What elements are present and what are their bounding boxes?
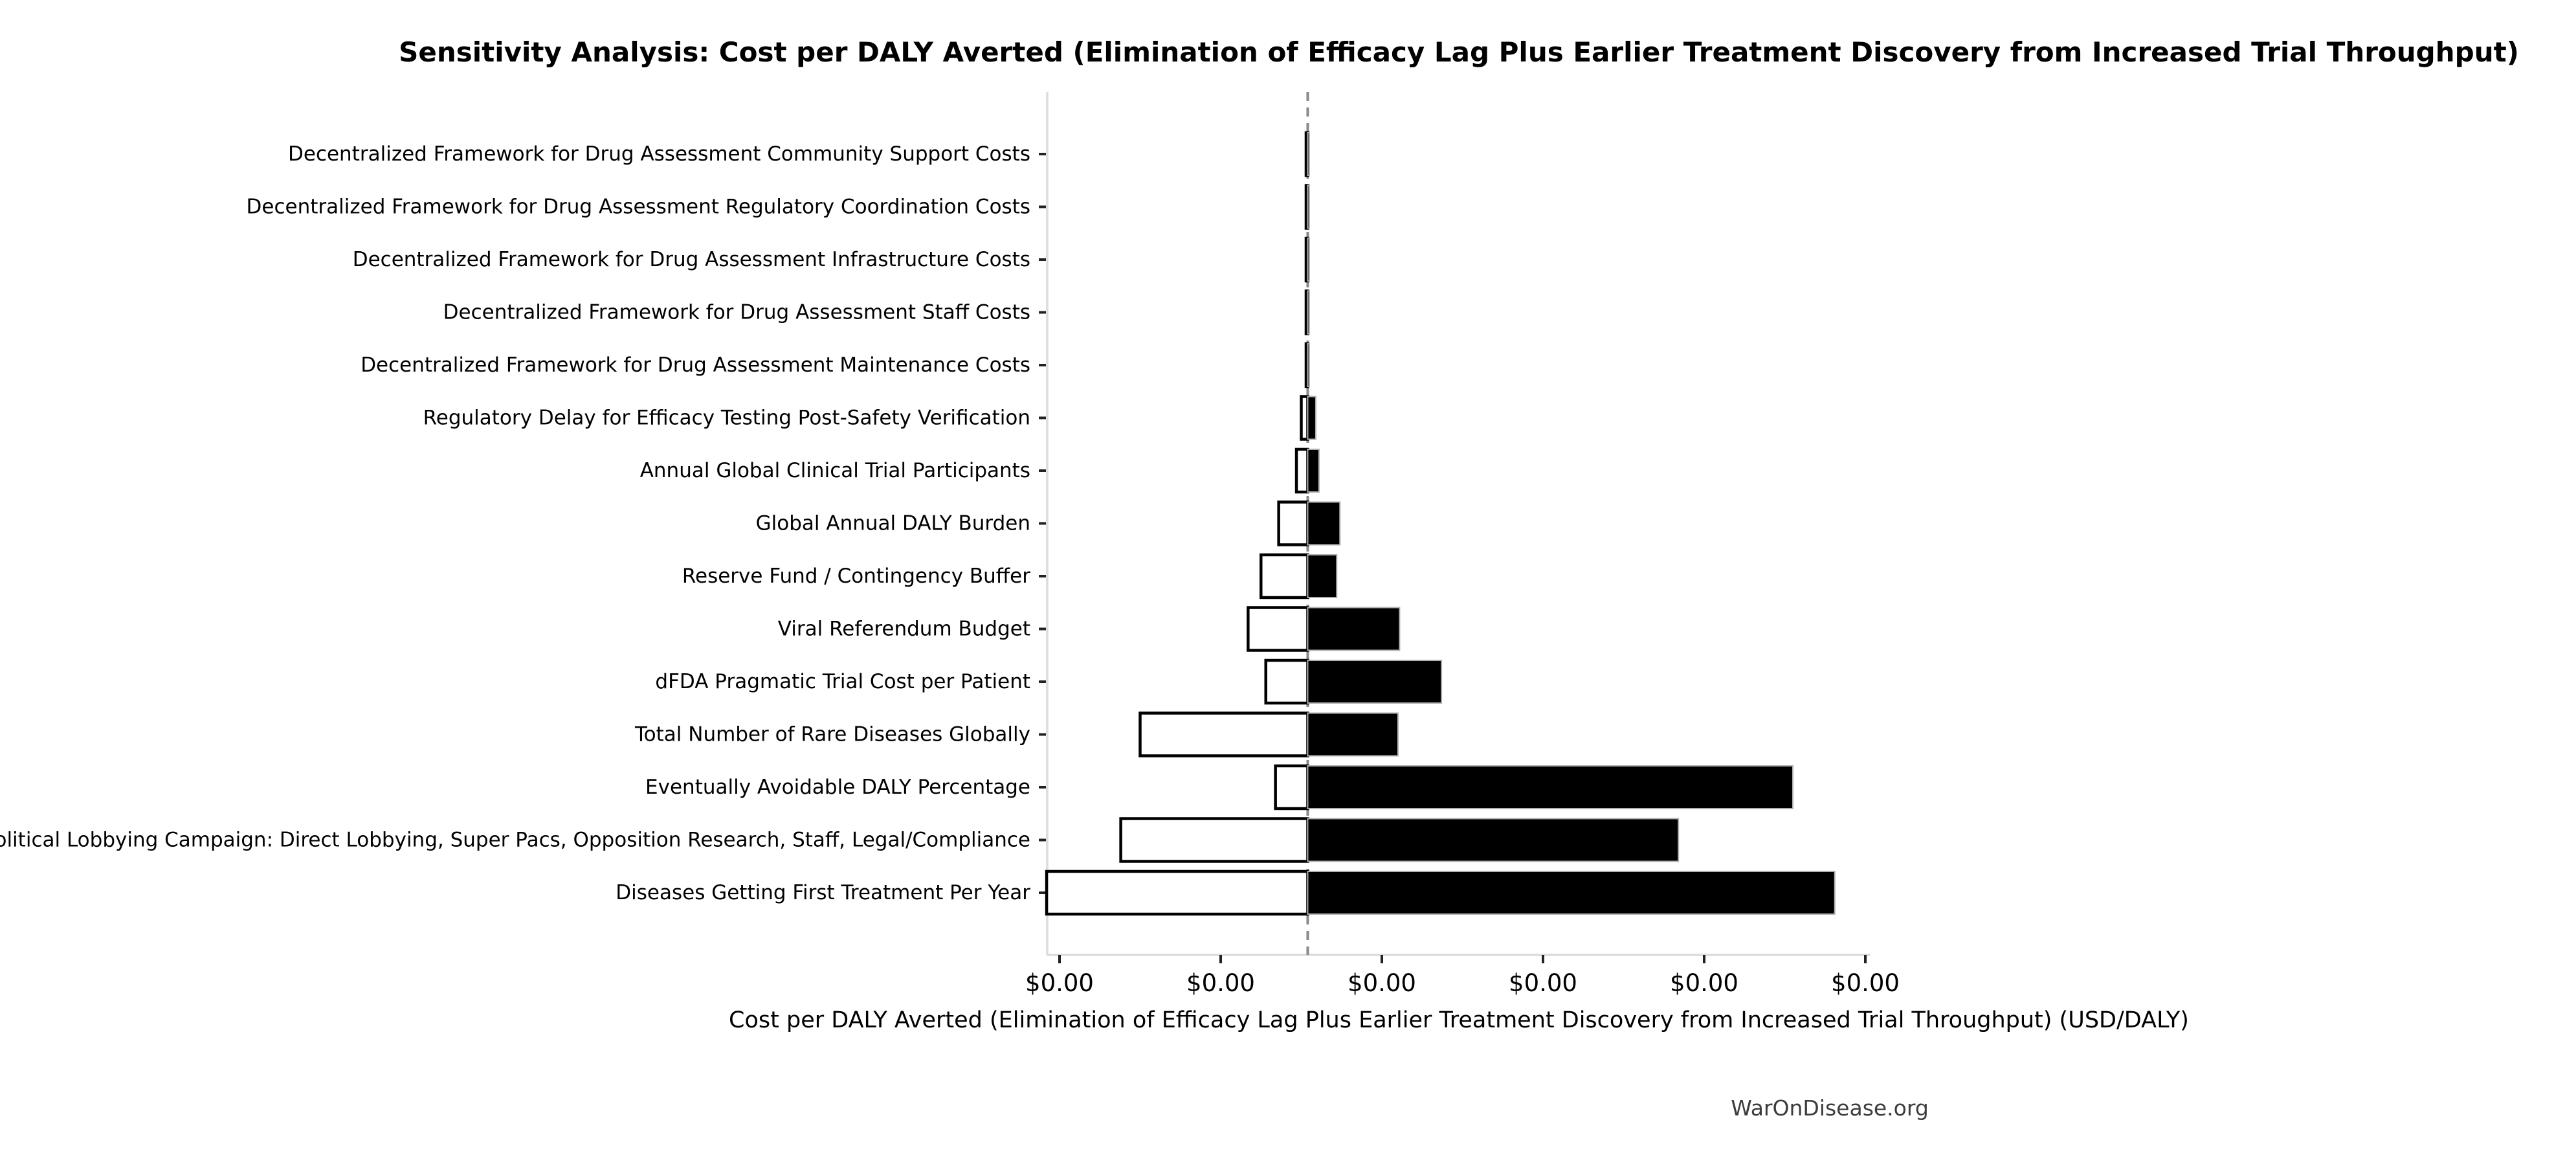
bar-low [1119,817,1309,863]
y-category-label: Total Number of Rare Diseases Globally [634,723,1030,746]
bar-high [1307,660,1443,704]
bar-high [1307,765,1793,809]
bar-high [1307,132,1310,176]
bar-low [1274,764,1309,811]
bar-low [1264,658,1309,705]
x-tick-label: $0.00 [1831,969,1900,997]
bar-low [1138,711,1309,757]
y-category-label: dFDA Pragmatic Trial Cost per Patient [655,670,1030,693]
y-category-label: Viral Referendum Budget [778,618,1030,641]
y-category-label: Political Lobbying Campaign: Direct Lobb… [0,829,1030,852]
y-category-label: Reserve Fund / Contingency Buffer [682,565,1030,588]
chart-title: Sensitivity Analysis: Cost per DALY Aver… [399,36,2519,68]
bar-low [1300,395,1309,441]
x-tick-label: $0.00 [1025,969,1094,997]
bar-low [1294,447,1309,494]
bar-low [1045,869,1309,916]
x-tick-label: $0.00 [1186,969,1255,997]
y-category-label: Decentralized Framework for Drug Assessm… [247,196,1030,219]
x-axis-label: Cost per DALY Averted (Elimination of Ef… [729,1007,2189,1033]
bar-high [1307,290,1310,335]
y-category-label: Decentralized Framework for Drug Assessm… [361,353,1030,377]
bar-high [1307,712,1399,757]
bar-high [1307,607,1401,651]
bar-high [1307,396,1316,440]
y-category-label: Global Annual DALY Burden [756,512,1030,535]
bar-high [1307,343,1310,387]
y-category-label: Decentralized Framework for Drug Assessm… [353,248,1030,271]
bar-low [1247,606,1309,652]
bar-high [1307,554,1338,598]
bar-high [1307,501,1341,546]
y-category-label: Decentralized Framework for Drug Assessm… [443,301,1030,324]
y-category-label: Diseases Getting First Treatment Per Yea… [616,881,1030,904]
y-category-label: Decentralized Framework for Drug Assessm… [288,142,1030,166]
bar-low [1277,500,1309,546]
x-tick-label: $0.00 [1670,969,1738,997]
bar-high [1307,818,1680,862]
bar-low [1260,553,1309,599]
bar-high [1307,871,1836,915]
bar-high [1307,238,1310,282]
bar-high [1307,185,1310,229]
y-category-label: Annual Global Clinical Trial Participant… [640,459,1030,482]
bar-high [1307,449,1320,493]
watermark-text: WarOnDisease.org [1731,1095,1929,1121]
y-category-label: Regulatory Delay for Efficacy Testing Po… [423,407,1030,430]
y-category-label: Eventually Avoidable DALY Percentage [645,776,1030,799]
x-tick-label: $0.00 [1348,969,1416,997]
x-tick-label: $0.00 [1509,969,1577,997]
